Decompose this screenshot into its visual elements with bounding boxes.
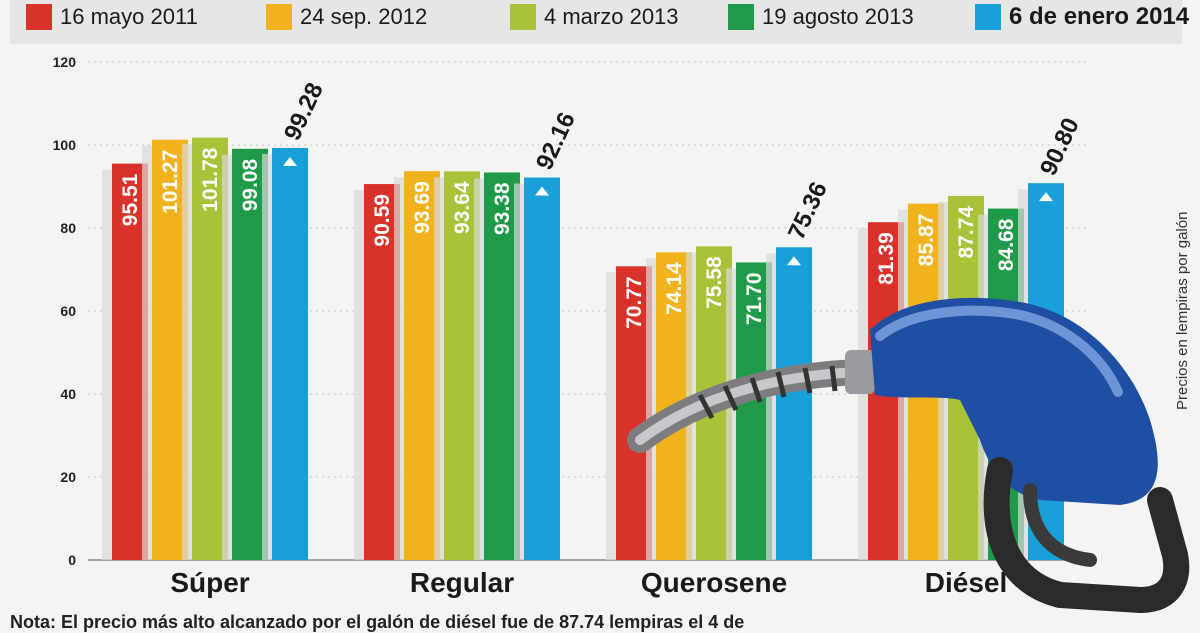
bar-value-label: 93.38 (491, 182, 514, 235)
bar-value-label: 81.39 (875, 232, 898, 285)
bar-value-label: 93.64 (451, 181, 474, 234)
legend-swatch (26, 4, 52, 30)
legend-label: 4 marzo 2013 (544, 4, 679, 29)
y-axis-label: Precios en lempiras por galón (1174, 212, 1191, 410)
bar (776, 247, 812, 561)
y-tick-label: 0 (68, 552, 76, 568)
bar (524, 177, 560, 560)
bar-value-label: 93.69 (411, 181, 434, 234)
legend-label: 24 sep. 2012 (300, 4, 428, 29)
bar-value-label: 71.70 (743, 272, 766, 325)
bar-marker (787, 256, 801, 266)
bar-value-label: 92.16 (531, 108, 581, 174)
bar (272, 147, 308, 560)
legend-label: 16 mayo 2011 (60, 4, 198, 29)
bar-value-label: 87.74 (955, 206, 978, 259)
y-tick-label: 100 (53, 137, 77, 153)
bar-marker (1039, 192, 1053, 202)
legend-swatch (975, 4, 1001, 30)
legend-swatch (266, 4, 292, 30)
bar-value-label: 90.80 (1035, 114, 1085, 180)
bar-value-label: 95.51 (119, 173, 142, 226)
legend-item: 19 agosto 2013 (728, 0, 914, 34)
fuel-nozzle-icon (627, 297, 1190, 614)
bar-marker (283, 156, 297, 166)
bar-value-label: 85.87 (915, 214, 938, 267)
y-tick-label: 60 (60, 303, 76, 319)
y-tick-label: 20 (60, 469, 76, 485)
bar-value-label: 75.36 (783, 178, 833, 244)
category-label: Querosene (641, 567, 787, 598)
bar-value-label: 84.68 (995, 218, 1018, 271)
category-label: Diésel (925, 567, 1008, 598)
legend-label: 6 de enero 2014 (1009, 3, 1190, 30)
legend-item: 4 marzo 2013 (510, 0, 679, 34)
bar-value-label: 70.77 (623, 276, 646, 329)
legend: 16 mayo 2011 24 sep. 2012 4 marzo 2013 19 a… (10, 0, 1189, 44)
legend-item: 16 mayo 2011 (26, 0, 198, 34)
legend-item: 24 sep. 2012 (266, 0, 427, 34)
y-tick-label: 80 (60, 220, 76, 236)
legend-swatch (728, 4, 754, 30)
y-tick-label: 40 (60, 386, 76, 402)
bar-value-label: 99.08 (239, 159, 262, 212)
footnote: Nota: El precio más alto alcanzado por e… (10, 612, 745, 632)
bar-value-label: 101.27 (159, 150, 182, 214)
legend-label: 19 agosto 2013 (762, 4, 914, 29)
category-label: Súper (170, 567, 249, 598)
bar-value-label: 90.59 (371, 194, 394, 247)
bar-value-label: 75.58 (703, 256, 726, 309)
x-axis-categories: Súper Regular Querosene Diésel (170, 567, 1007, 598)
legend-item: 6 de enero 2014 (975, 0, 1189, 34)
y-tick-label: 120 (53, 54, 77, 70)
bar-marker (535, 186, 549, 196)
bar-value-label: 74.14 (663, 262, 686, 315)
bar-value-label: 101.78 (199, 147, 222, 212)
bars: 95.51 101.27 101.78 99.08 99.28 90.59 93.69 93.… (102, 79, 1085, 561)
legend-swatch (510, 4, 536, 30)
bar-value-label: 99.28 (279, 79, 329, 145)
y-axis-ticks: 0 20 40 60 80 100 120 (53, 54, 77, 568)
category-label: Regular (410, 567, 514, 598)
